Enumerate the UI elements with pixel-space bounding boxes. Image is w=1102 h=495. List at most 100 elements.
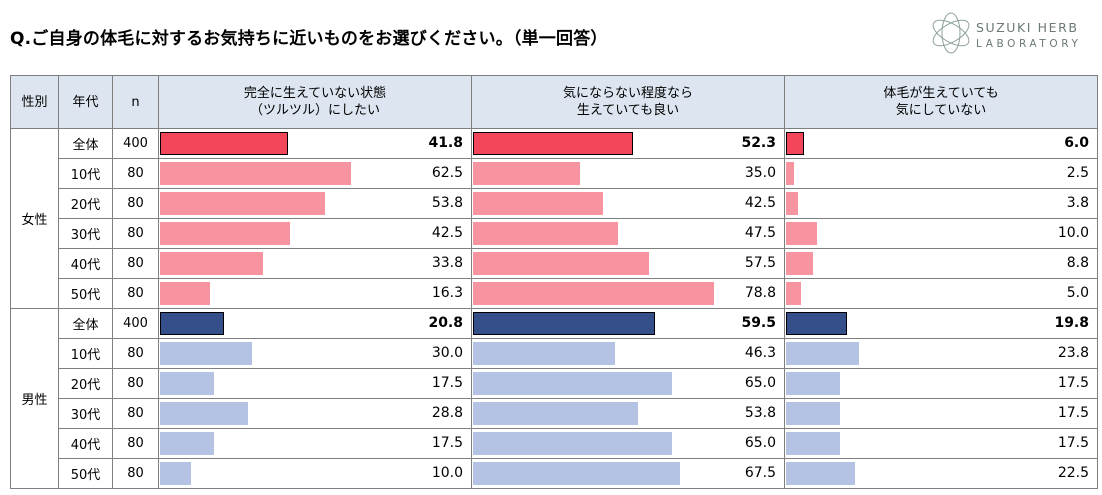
bar-cell: 8.8 [784,248,1098,279]
bar-mark [786,192,798,215]
bar-mark [160,432,214,455]
header-col-2: 気にならない程度なら 生えていても良い [471,75,785,129]
age-cell: 40代 [58,248,113,279]
bar-cell: 17.5 [784,428,1098,459]
results-table: 性別 年代 n 完全に生えていない状態 （ツルツル）にしたい 気にならない程度な… [10,75,1098,489]
data-label: 33.8 [431,255,463,271]
bar-mark [473,192,603,215]
n-cell: 80 [112,158,159,189]
data-label: 17.5 [1057,375,1089,391]
bar-mark [473,162,580,185]
table-row: 男性 全体 400 20.8 59.5 19.8 [10,308,1098,489]
table-row: 40代 80 33.8 57.5 8.8 [11,248,1098,279]
header-col-1-line2: （ツルツル）にしたい [249,103,380,118]
bar-cell: 20.8 [158,308,472,339]
bar-cell: 47.5 [471,218,785,249]
bar-mark [160,252,263,275]
bar-mark [160,462,191,485]
n-cell: 80 [112,218,159,249]
bar-cell: 57.5 [471,248,785,279]
bar-mark [786,282,801,305]
data-label: 42.5 [744,195,776,211]
data-label: 52.3 [741,135,776,151]
data-label: 57.5 [744,255,776,271]
age-cell: 40代 [58,428,113,459]
gender-cell: 女性 [10,128,59,309]
bar-mark [160,222,290,245]
age-cell: 30代 [58,218,113,249]
bar-mark [160,282,210,305]
bar-mark [473,462,680,485]
data-label: 46.3 [744,345,776,361]
bar-mark [160,312,224,335]
bar-cell: 42.5 [158,218,472,249]
table-row: 20代 80 53.8 42.5 3.8 [11,188,1098,219]
n-cell: 400 [112,308,159,339]
header-col-2-line1: 気にならない程度なら [562,86,693,101]
header-col-1: 完全に生えていない状態 （ツルツル）にしたい [158,75,472,129]
data-label: 19.8 [1054,315,1089,331]
data-label: 3.8 [1066,195,1089,211]
age-cell: 10代 [58,158,113,189]
header-gender: 性別 [10,75,59,129]
bar-cell: 53.8 [158,188,472,219]
bar-cell: 78.8 [471,278,785,309]
n-cell: 80 [112,248,159,279]
bar-cell: 10.0 [158,458,472,489]
bar-mark [473,252,649,275]
data-label: 78.8 [744,285,776,301]
header-col-2-line2: 生えていても良い [576,103,680,118]
bar-cell: 17.5 [158,428,472,459]
data-label: 53.8 [431,195,463,211]
data-label: 42.5 [431,225,463,241]
bar-mark [160,132,288,155]
bar-cell: 17.5 [784,368,1098,399]
bar-mark [160,162,351,185]
page-title: Q.ご自身の体毛に対するお気持ちに近いものをお選びください。（単一回答） [10,29,608,49]
bar-mark [473,132,633,155]
bar-mark [473,432,672,455]
header-col-3-line1: 体毛が生えていても [883,86,999,101]
bar-mark [473,342,615,365]
bar-mark [473,282,714,305]
table-row: 10代 80 62.5 35.0 2.5 [11,158,1098,189]
data-label: 59.5 [741,315,776,331]
age-cell: 20代 [58,368,113,399]
bar-mark [786,342,859,365]
bar-mark [473,222,618,245]
bar-cell: 17.5 [784,398,1098,429]
data-label: 65.0 [744,375,776,391]
bar-mark [160,342,252,365]
bar-cell: 67.5 [471,458,785,489]
bar-cell: 42.5 [471,188,785,219]
bar-mark [786,432,840,455]
n-cell: 80 [112,398,159,429]
data-label: 41.8 [428,135,463,151]
n-cell: 400 [112,128,159,159]
bar-mark [473,312,655,335]
bar-cell: 6.0 [784,128,1098,159]
bar-mark [786,312,847,335]
data-label: 5.0 [1066,285,1089,301]
bar-cell: 22.5 [784,458,1098,489]
logo-text-line1: SUZUKI HERB [976,20,1079,35]
bar-mark [473,402,638,425]
age-cell: 50代 [58,458,113,489]
data-label: 47.5 [744,225,776,241]
gender-cell: 男性 [10,308,59,489]
header-n: n [112,75,159,129]
n-cell: 80 [112,278,159,309]
table-row: 30代 80 28.8 53.8 17.5 [11,398,1098,429]
n-cell: 80 [112,428,159,459]
data-label: 17.5 [431,435,463,451]
header-col-3: 体毛が生えていても 気にしていない [784,75,1098,129]
data-label: 17.5 [1057,405,1089,421]
data-label: 6.0 [1064,135,1089,151]
table-row: 40代 80 17.5 65.0 17.5 [11,428,1098,459]
bar-cell: 5.0 [784,278,1098,309]
data-label: 62.5 [431,165,463,181]
bar-cell: 33.8 [158,248,472,279]
data-label: 53.8 [744,405,776,421]
bar-mark [786,462,855,485]
data-label: 17.5 [1057,435,1089,451]
